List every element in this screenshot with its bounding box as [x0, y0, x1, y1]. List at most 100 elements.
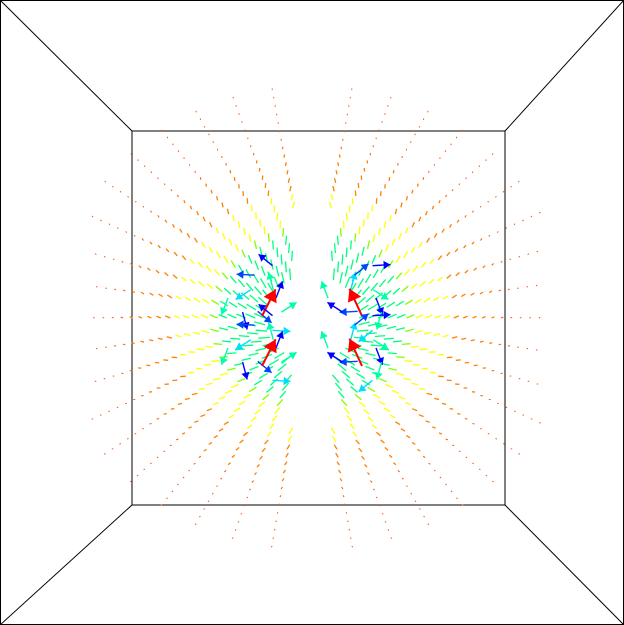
field-arrow: [227, 462, 231, 466]
field-arrow: [429, 371, 437, 374]
field-arrow: [245, 269, 252, 279]
field-arrow: [362, 340, 374, 343]
field-arrow: [201, 330, 210, 334]
field-arrow: [336, 235, 339, 245]
arrow-head: [358, 334, 367, 342]
arrow-head: [266, 322, 275, 330]
field-arrow: [367, 472, 370, 476]
field-arrow: [378, 504, 381, 507]
field-arrow: [354, 233, 357, 242]
field-arrow: [518, 255, 521, 258]
field-arrow: [130, 153, 133, 155]
field-arrow: [254, 260, 260, 270]
field-arrow: [465, 177, 467, 180]
field-arrow: [337, 261, 340, 273]
field-arrow: [361, 455, 365, 460]
field-arrow: [335, 452, 339, 458]
field-arrow: [404, 268, 411, 276]
field-arrow: [464, 215, 467, 218]
field-arrow: [375, 431, 382, 437]
field-arrow: [449, 224, 453, 228]
field-arrow: [390, 537, 393, 540]
arrow-head: [236, 320, 244, 329]
field-arrow: [372, 234, 376, 243]
field-arrow: [393, 462, 397, 466]
field-arrow: [371, 424, 378, 430]
field-arrow: [242, 344, 254, 347]
field-arrow: [194, 170, 196, 173]
field-arrow: [192, 331, 201, 335]
field-arrow: [428, 462, 431, 465]
field-arrow: [205, 183, 208, 187]
field-arrow: [253, 312, 266, 319]
field-arrow: [526, 285, 529, 288]
field-arrow: [249, 488, 252, 491]
arrow-head: [380, 342, 389, 350]
field-arrow: [227, 367, 236, 371]
field-arrow: [445, 194, 448, 198]
field-arrow: [202, 298, 210, 304]
field-arrow: [284, 461, 288, 466]
field-arrow: [274, 406, 281, 414]
field-arrow: [191, 392, 198, 396]
field-arrow: [428, 170, 430, 173]
field-arrow: [455, 272, 460, 277]
field-arrow: [243, 227, 246, 236]
field-arrow: [248, 386, 257, 393]
field-arrow: [143, 468, 146, 471]
field-arrow: [270, 198, 273, 205]
field-arrow: [410, 246, 416, 254]
field-arrow: [437, 353, 444, 356]
field-arrow: [478, 165, 481, 168]
field-arrow: [344, 265, 349, 277]
field-arrow: [441, 228, 445, 233]
field-arrow: [446, 274, 452, 279]
field-arrow: [164, 315, 171, 319]
field-arrow: [287, 177, 291, 184]
field-arrow: [388, 367, 397, 371]
field-arrow: [355, 439, 360, 445]
field-arrow: [143, 165, 146, 168]
arrow-head: [358, 384, 367, 392]
arrow-head: [339, 307, 347, 317]
field-arrow: [182, 476, 185, 479]
field-arrow: [386, 325, 397, 330]
field-arrow: [370, 480, 373, 483]
field-arrow: [237, 377, 246, 383]
field-arrow: [203, 363, 212, 366]
field-arrow: [254, 321, 266, 326]
arrow-head: [360, 313, 369, 322]
field-arrow: [414, 330, 423, 334]
field-arrow: [401, 477, 404, 480]
field-arrow: [230, 260, 237, 269]
field-arrow: [200, 314, 209, 319]
field-arrow: [332, 185, 335, 192]
field-arrow: [240, 292, 250, 300]
arrow-head: [360, 263, 369, 272]
field-arrow: [248, 352, 259, 357]
arrow-head: [376, 306, 384, 315]
field-arrow: [387, 260, 394, 269]
field-arrow: [113, 345, 117, 347]
field-arrow: [411, 189, 414, 194]
field-arrow: [230, 337, 241, 340]
field-arrow: [281, 382, 290, 391]
field-arrow: [228, 414, 235, 419]
field-arrow: [138, 265, 142, 269]
field-arrow: [338, 469, 342, 474]
field-arrow: [239, 439, 244, 444]
field-arrow: [269, 423, 275, 430]
field-arrow: [510, 185, 512, 188]
field-arrow: [166, 294, 173, 299]
field-arrow: [395, 272, 403, 280]
arrow-head: [283, 326, 291, 336]
field-arrow: [140, 340, 145, 343]
arrow-head: [320, 331, 328, 340]
field-arrow: [361, 246, 365, 256]
field-arrow: [276, 398, 284, 407]
field-arrow: [378, 400, 386, 406]
field-arrow: [507, 345, 511, 347]
field-arrow: [478, 468, 481, 471]
